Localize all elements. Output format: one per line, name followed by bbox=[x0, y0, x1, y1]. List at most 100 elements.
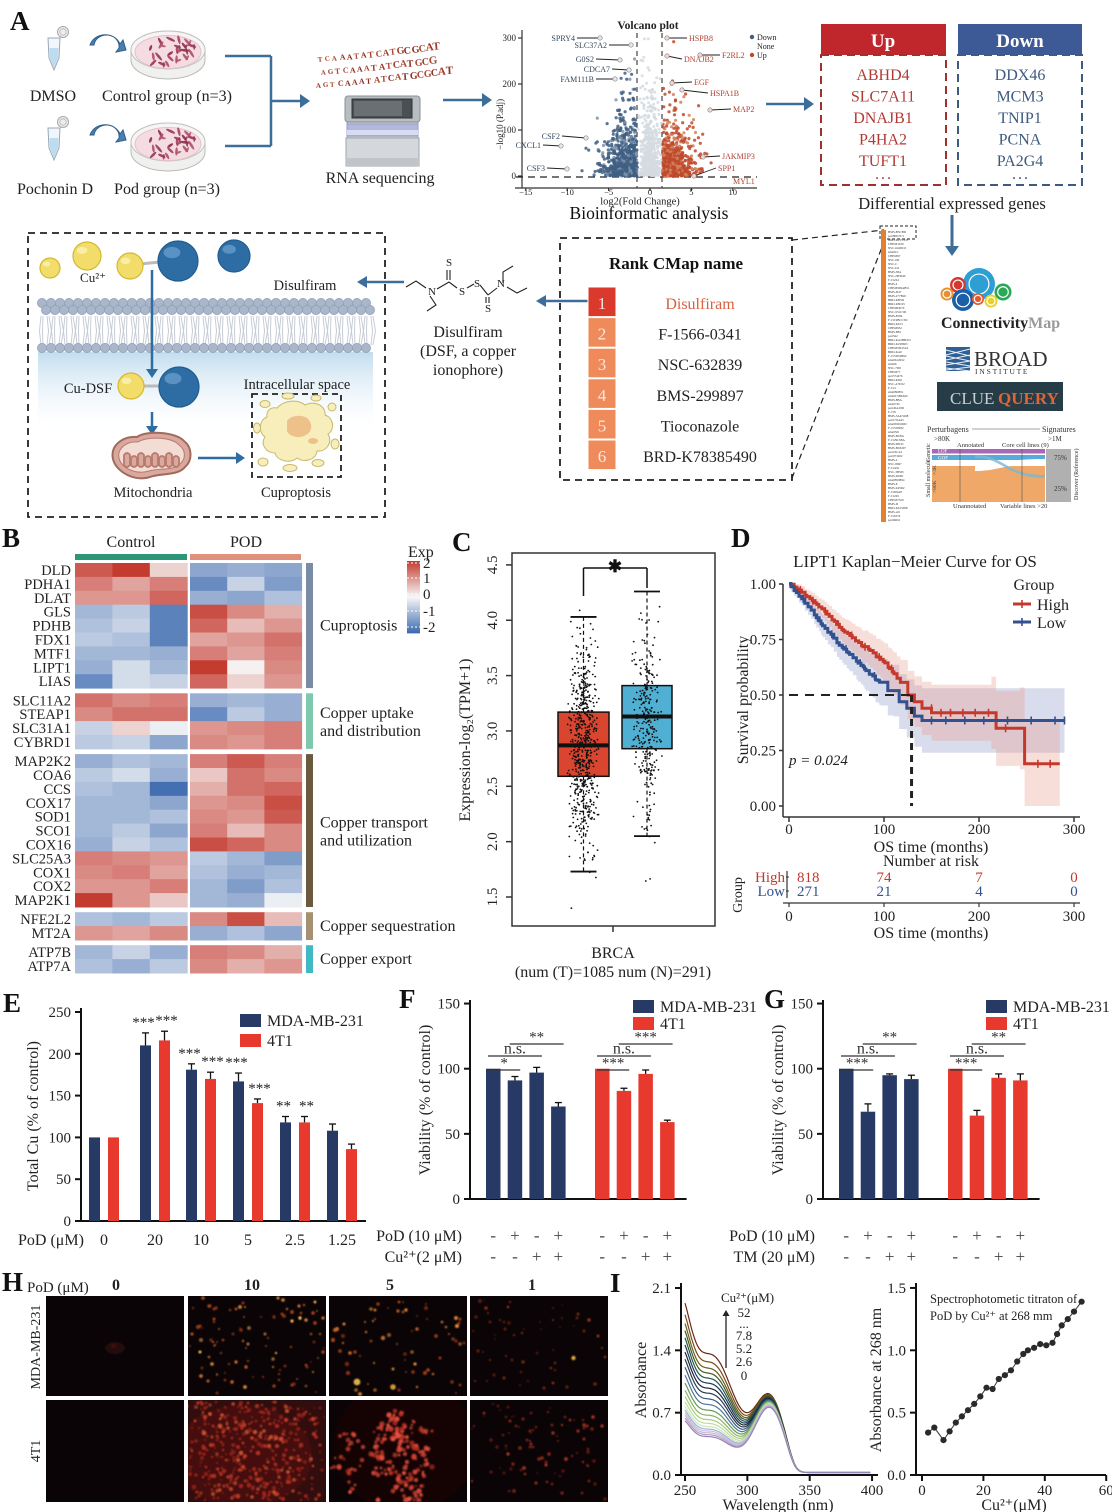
svg-text:Copper transport: Copper transport bbox=[320, 815, 429, 832]
svg-text:Copper sequestration: Copper sequestration bbox=[320, 918, 456, 935]
svg-text:T: T bbox=[370, 63, 377, 73]
svg-text:Tioconazole: Tioconazole bbox=[661, 418, 740, 435]
svg-text:***: *** bbox=[178, 1046, 201, 1062]
svg-text:200: 200 bbox=[968, 909, 991, 925]
svg-text:***: *** bbox=[846, 1056, 869, 1072]
svg-text:(num (T)=1085 num (N)=291): (num (T)=1085 num (N)=291) bbox=[515, 964, 711, 981]
svg-text:ConnectivityMap: ConnectivityMap bbox=[941, 315, 1060, 332]
svg-text:5: 5 bbox=[598, 416, 607, 435]
svg-text:20: 20 bbox=[147, 1232, 163, 1249]
svg-text:✱: ✱ bbox=[608, 557, 622, 576]
svg-text:ionophore): ionophore) bbox=[433, 362, 503, 379]
svg-text:>80K: >80K bbox=[932, 480, 938, 493]
svg-text:BMS-5A474D8: BMS-5A474D8 bbox=[888, 414, 909, 418]
svg-text:BMS-8BA: BMS-8BA bbox=[888, 398, 903, 402]
svg-text:NSC-D2: NSC-D2 bbox=[888, 266, 900, 270]
svg-text:Exp: Exp bbox=[408, 544, 434, 561]
svg-text:A: A bbox=[374, 75, 382, 85]
svg-text:-: - bbox=[534, 1226, 540, 1245]
svg-text:4.0: 4.0 bbox=[485, 611, 501, 630]
svg-text:small65D2DD: small65D2DD bbox=[888, 422, 907, 426]
svg-text:>1M: >1M bbox=[1048, 435, 1062, 443]
svg-text:CHEM909AB51: CHEM909AB51 bbox=[888, 286, 910, 290]
svg-text:A: A bbox=[382, 47, 390, 58]
svg-text:small5D: small5D bbox=[888, 430, 899, 434]
svg-text:Copper uptake: Copper uptake bbox=[320, 705, 414, 722]
svg-text:0.50: 0.50 bbox=[750, 688, 776, 704]
svg-text:None: None bbox=[757, 42, 775, 51]
svg-text:G: G bbox=[411, 44, 420, 56]
svg-text:F-154: F-154 bbox=[888, 386, 896, 390]
svg-text:75%: 75% bbox=[1054, 454, 1067, 462]
svg-text:G: G bbox=[764, 984, 785, 1014]
svg-text:2.0: 2.0 bbox=[485, 832, 501, 851]
svg-text:CSF2: CSF2 bbox=[542, 132, 560, 141]
svg-text:DMSO: DMSO bbox=[30, 88, 76, 105]
svg-text:-: - bbox=[643, 1226, 649, 1245]
svg-text:0: 0 bbox=[64, 1214, 72, 1230]
svg-text:-: - bbox=[490, 1226, 496, 1245]
svg-text:Rank CMap name: Rank CMap name bbox=[609, 254, 744, 273]
svg-text:POD: POD bbox=[230, 534, 262, 551]
svg-text:4T1: 4T1 bbox=[1013, 1016, 1039, 1033]
svg-text:1.25: 1.25 bbox=[328, 1232, 356, 1249]
svg-text:Cu²⁺(2 μM): Cu²⁺(2 μM) bbox=[385, 1249, 462, 1266]
svg-text:10: 10 bbox=[193, 1232, 209, 1249]
svg-text:4T1: 4T1 bbox=[267, 1033, 293, 1050]
svg-text:Cu²⁺: Cu²⁺ bbox=[80, 270, 106, 285]
svg-text:4T1: 4T1 bbox=[660, 1016, 686, 1033]
svg-text:A: A bbox=[399, 58, 408, 70]
svg-text:C: C bbox=[375, 48, 383, 59]
svg-text:MDA-MB-231: MDA-MB-231 bbox=[267, 1013, 364, 1030]
svg-text:-: - bbox=[865, 1247, 871, 1266]
svg-text:DLD: DLD bbox=[41, 563, 71, 579]
svg-text:Cu-DSF: Cu-DSF bbox=[64, 381, 112, 397]
svg-text:BRD-K6D: BRD-K6D bbox=[888, 378, 903, 382]
svg-text:PCNA: PCNA bbox=[999, 132, 1042, 149]
svg-text:Intracellular space: Intracellular space bbox=[244, 377, 351, 393]
svg-text:C: C bbox=[392, 60, 400, 71]
svg-text:G: G bbox=[323, 81, 329, 89]
svg-text:pertC554A5: pertC554A5 bbox=[888, 418, 904, 422]
svg-text:F-158: F-158 bbox=[888, 410, 896, 414]
svg-text:Bioinformatic analysis: Bioinformatic analysis bbox=[570, 203, 729, 223]
svg-text:A: A bbox=[350, 66, 357, 75]
svg-text:2.5: 2.5 bbox=[485, 777, 501, 796]
svg-text:SPP1: SPP1 bbox=[718, 164, 735, 173]
svg-text:200: 200 bbox=[968, 822, 991, 838]
svg-text:EGF: EGF bbox=[694, 78, 710, 87]
svg-text:***: *** bbox=[955, 1056, 978, 1072]
svg-text:P4HA2: P4HA2 bbox=[859, 132, 907, 149]
svg-text:4: 4 bbox=[975, 884, 983, 900]
svg-text:pert45A29D: pert45A29D bbox=[888, 406, 905, 410]
svg-text:Differential expressed genes: Differential expressed genes bbox=[858, 194, 1046, 213]
svg-text:0: 0 bbox=[785, 909, 793, 925]
svg-text:0: 0 bbox=[100, 1232, 108, 1249]
svg-text:CHEM77: CHEM77 bbox=[888, 370, 901, 374]
svg-text:BMS-D: BMS-D bbox=[888, 502, 899, 506]
svg-text:Unannotated: Unannotated bbox=[953, 503, 987, 510]
svg-text:DNAJB2: DNAJB2 bbox=[684, 55, 714, 64]
svg-text:+: + bbox=[972, 1226, 982, 1245]
svg-text:STEAP1: STEAP1 bbox=[19, 707, 71, 723]
svg-text:1.5: 1.5 bbox=[485, 888, 501, 907]
svg-text:**: ** bbox=[882, 1030, 897, 1046]
svg-text:21: 21 bbox=[877, 884, 892, 900]
svg-text:OS time (months): OS time (months) bbox=[874, 839, 989, 856]
svg-text:Cuproptosis: Cuproptosis bbox=[320, 618, 397, 635]
svg-text:C: C bbox=[417, 70, 425, 81]
svg-text:High: High bbox=[1037, 597, 1069, 614]
svg-text:***: *** bbox=[602, 1056, 625, 1072]
svg-text:BRD-K2157D3: BRD-K2157D3 bbox=[888, 238, 909, 242]
svg-text:F-15A91: F-15A91 bbox=[888, 466, 900, 470]
svg-text:F2RL2: F2RL2 bbox=[722, 51, 745, 60]
svg-text:BMS-B03297: BMS-B03297 bbox=[888, 446, 906, 450]
svg-text:G: G bbox=[428, 54, 438, 67]
svg-text:PoD (μM): PoD (μM) bbox=[27, 1280, 89, 1296]
svg-text:**: ** bbox=[276, 1099, 291, 1115]
svg-text:4.5: 4.5 bbox=[485, 556, 501, 575]
svg-text:SPRY4: SPRY4 bbox=[551, 34, 575, 43]
svg-text:Survival probability: Survival probability bbox=[735, 636, 752, 764]
svg-text:Control: Control bbox=[107, 534, 156, 551]
svg-text:COA6: COA6 bbox=[33, 768, 71, 784]
